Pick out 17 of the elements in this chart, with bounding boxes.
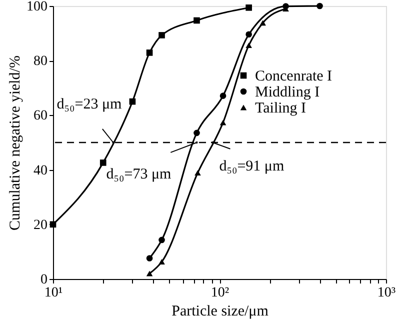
x-tick-label: 10³ [377, 286, 396, 300]
x-tick-label: 10² [210, 286, 230, 300]
legend-label: Concenrate I [255, 68, 332, 84]
annotation: d₅₀=73 μm [106, 166, 172, 182]
y-axis-title: Cumulative negative yield/% [8, 56, 24, 230]
annotation: d₅₀=23 μm [56, 96, 122, 112]
y-tick-label: 100 [26, 0, 48, 14]
y-tick-label: 0 [40, 272, 48, 288]
y-tick-label: 60 [34, 108, 48, 124]
legend-label: Tailing I [255, 100, 306, 116]
y-tick-label: 80 [34, 54, 48, 70]
x-tick-label: 10¹ [44, 286, 63, 300]
x-axis-title: Particle size/μm [172, 304, 269, 320]
annotation: d₅₀=91 μm [219, 158, 284, 174]
y-tick-label: 20 [34, 218, 48, 233]
y-tick-label: 40 [34, 163, 48, 178]
legend-label: Middling I [255, 84, 320, 100]
